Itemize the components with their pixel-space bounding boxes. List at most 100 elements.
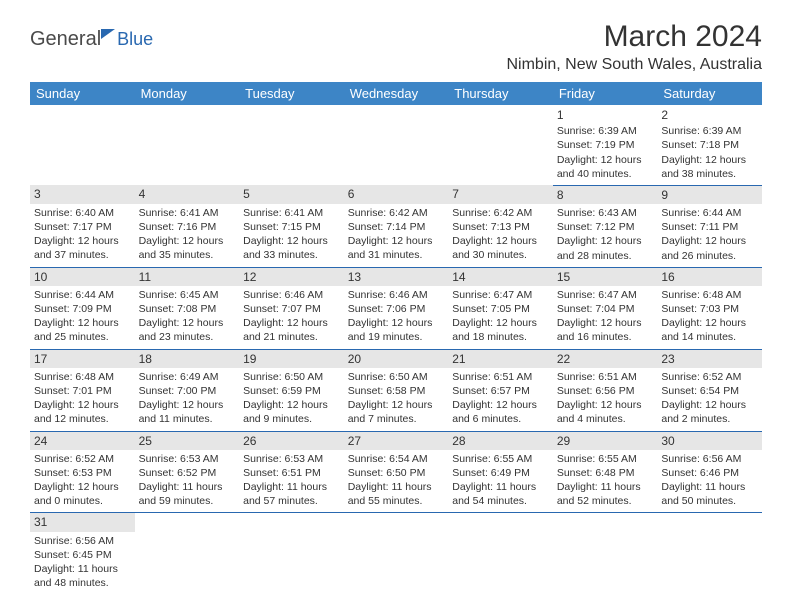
sunset-text: Sunset: 6:50 PM — [348, 466, 445, 480]
calendar-week: 17Sunrise: 6:48 AMSunset: 7:01 PMDayligh… — [30, 349, 762, 431]
daylight-text: Daylight: 12 hours and 6 minutes. — [452, 398, 549, 426]
weekday-header: Saturday — [657, 82, 762, 105]
sunrise-text: Sunrise: 6:53 AM — [139, 452, 236, 466]
daylight-text: Daylight: 12 hours and 40 minutes. — [557, 153, 654, 181]
daylight-text: Daylight: 12 hours and 16 minutes. — [557, 316, 654, 344]
sunset-text: Sunset: 6:46 PM — [661, 466, 758, 480]
sunset-text: Sunset: 7:16 PM — [139, 220, 236, 234]
day-number: 16 — [657, 268, 762, 286]
daylight-text: Daylight: 12 hours and 21 minutes. — [243, 316, 340, 344]
calendar-day: 11Sunrise: 6:45 AMSunset: 7:08 PMDayligh… — [135, 267, 240, 349]
logo-text-general: General — [30, 28, 101, 51]
calendar-day: 26Sunrise: 6:53 AMSunset: 6:51 PMDayligh… — [239, 431, 344, 513]
sunset-text: Sunset: 7:01 PM — [34, 384, 131, 398]
calendar-day — [448, 513, 553, 594]
calendar-day — [553, 513, 658, 594]
sunrise-text: Sunrise: 6:39 AM — [557, 124, 654, 138]
sunrise-text: Sunrise: 6:50 AM — [243, 370, 340, 384]
sunrise-text: Sunrise: 6:56 AM — [661, 452, 758, 466]
calendar-day: 9 Sunrise: 6:44 AMSunset: 7:11 PMDaylight… — [657, 185, 762, 267]
day-number: 20 — [344, 350, 449, 368]
day-number: 2 — [661, 107, 758, 123]
sunrise-text: Sunrise: 6:43 AM — [557, 206, 654, 220]
sunrise-text: Sunrise: 6:42 AM — [348, 206, 445, 220]
day-number: 31 — [30, 513, 135, 531]
calendar-day: 25Sunrise: 6:53 AMSunset: 6:52 PMDayligh… — [135, 431, 240, 513]
calendar-day: 23Sunrise: 6:52 AMSunset: 6:54 PMDayligh… — [657, 349, 762, 431]
calendar-day — [30, 105, 135, 185]
sunset-text: Sunset: 6:57 PM — [452, 384, 549, 398]
sunrise-text: Sunrise: 6:44 AM — [661, 206, 758, 220]
calendar-day: 17Sunrise: 6:48 AMSunset: 7:01 PMDayligh… — [30, 349, 135, 431]
sunrise-text: Sunrise: 6:55 AM — [452, 452, 549, 466]
daylight-text: Daylight: 12 hours and 30 minutes. — [452, 234, 549, 262]
daylight-text: Daylight: 12 hours and 4 minutes. — [557, 398, 654, 426]
day-number: 24 — [30, 432, 135, 450]
sunrise-text: Sunrise: 6:41 AM — [243, 206, 340, 220]
day-number: 5 — [239, 185, 344, 203]
weekday-header: Monday — [135, 82, 240, 105]
calendar-day: 12Sunrise: 6:46 AMSunset: 7:07 PMDayligh… — [239, 267, 344, 349]
calendar-day: 7Sunrise: 6:42 AMSunset: 7:13 PMDaylight… — [448, 185, 553, 267]
weekday-header: Wednesday — [344, 82, 449, 105]
sunrise-text: Sunrise: 6:53 AM — [243, 452, 340, 466]
calendar-day: 6Sunrise: 6:42 AMSunset: 7:14 PMDaylight… — [344, 185, 449, 267]
calendar-day: 13Sunrise: 6:46 AMSunset: 7:06 PMDayligh… — [344, 267, 449, 349]
day-number: 8 — [553, 186, 658, 204]
calendar-day: 16Sunrise: 6:48 AMSunset: 7:03 PMDayligh… — [657, 267, 762, 349]
day-number: 23 — [657, 350, 762, 368]
sunset-text: Sunset: 7:15 PM — [243, 220, 340, 234]
daylight-text: Daylight: 12 hours and 37 minutes. — [34, 234, 131, 262]
sunset-text: Sunset: 7:05 PM — [452, 302, 549, 316]
calendar-week: 31Sunrise: 6:56 AMSunset: 6:45 PMDayligh… — [30, 513, 762, 594]
calendar-day: 10Sunrise: 6:44 AMSunset: 7:09 PMDayligh… — [30, 267, 135, 349]
weekday-header-row: SundayMondayTuesdayWednesdayThursdayFrid… — [30, 82, 762, 105]
day-number: 12 — [239, 268, 344, 286]
sunset-text: Sunset: 7:11 PM — [661, 220, 758, 234]
sunset-text: Sunset: 6:53 PM — [34, 466, 131, 480]
sunrise-text: Sunrise: 6:46 AM — [348, 288, 445, 302]
calendar-day: 18Sunrise: 6:49 AMSunset: 7:00 PMDayligh… — [135, 349, 240, 431]
day-number: 21 — [448, 350, 553, 368]
sunset-text: Sunset: 6:56 PM — [557, 384, 654, 398]
sunrise-text: Sunrise: 6:44 AM — [34, 288, 131, 302]
day-number: 10 — [30, 268, 135, 286]
sunrise-text: Sunrise: 6:51 AM — [452, 370, 549, 384]
calendar-body: 1Sunrise: 6:39 AMSunset: 7:19 PMDaylight… — [30, 105, 762, 594]
sunset-text: Sunset: 7:04 PM — [557, 302, 654, 316]
calendar-day: 20Sunrise: 6:50 AMSunset: 6:58 PMDayligh… — [344, 349, 449, 431]
sunset-text: Sunset: 7:19 PM — [557, 138, 654, 152]
daylight-text: Daylight: 11 hours and 50 minutes. — [661, 480, 758, 508]
sunset-text: Sunset: 7:13 PM — [452, 220, 549, 234]
sunrise-text: Sunrise: 6:42 AM — [452, 206, 549, 220]
daylight-text: Daylight: 12 hours and 31 minutes. — [348, 234, 445, 262]
sunset-text: Sunset: 6:54 PM — [661, 384, 758, 398]
daylight-text: Daylight: 12 hours and 33 minutes. — [243, 234, 340, 262]
calendar-day: 2Sunrise: 6:39 AMSunset: 7:18 PMDaylight… — [657, 105, 762, 185]
title-block: March 2024 Nimbin, New South Wales, Aust… — [506, 20, 762, 74]
day-number: 30 — [657, 432, 762, 450]
sunset-text: Sunset: 6:52 PM — [139, 466, 236, 480]
daylight-text: Daylight: 12 hours and 19 minutes. — [348, 316, 445, 344]
daylight-text: Daylight: 11 hours and 57 minutes. — [243, 480, 340, 508]
weekday-header: Friday — [553, 82, 658, 105]
calendar-week: 10Sunrise: 6:44 AMSunset: 7:09 PMDayligh… — [30, 267, 762, 349]
sunrise-text: Sunrise: 6:46 AM — [243, 288, 340, 302]
sunset-text: Sunset: 7:18 PM — [661, 138, 758, 152]
daylight-text: Daylight: 12 hours and 26 minutes. — [661, 234, 758, 262]
sunrise-text: Sunrise: 6:47 AM — [557, 288, 654, 302]
calendar-day: 15Sunrise: 6:47 AMSunset: 7:04 PMDayligh… — [553, 267, 658, 349]
sunrise-text: Sunrise: 6:49 AM — [139, 370, 236, 384]
day-number: 19 — [239, 350, 344, 368]
sunset-text: Sunset: 7:06 PM — [348, 302, 445, 316]
weekday-header: Sunday — [30, 82, 135, 105]
daylight-text: Daylight: 11 hours and 54 minutes. — [452, 480, 549, 508]
sunrise-text: Sunrise: 6:52 AM — [34, 452, 131, 466]
sunset-text: Sunset: 7:00 PM — [139, 384, 236, 398]
sunset-text: Sunset: 6:49 PM — [452, 466, 549, 480]
sunrise-text: Sunrise: 6:52 AM — [661, 370, 758, 384]
calendar-day: 19Sunrise: 6:50 AMSunset: 6:59 PMDayligh… — [239, 349, 344, 431]
daylight-text: Daylight: 11 hours and 48 minutes. — [34, 562, 131, 590]
day-number: 29 — [553, 432, 658, 450]
day-number: 9 — [657, 186, 762, 204]
